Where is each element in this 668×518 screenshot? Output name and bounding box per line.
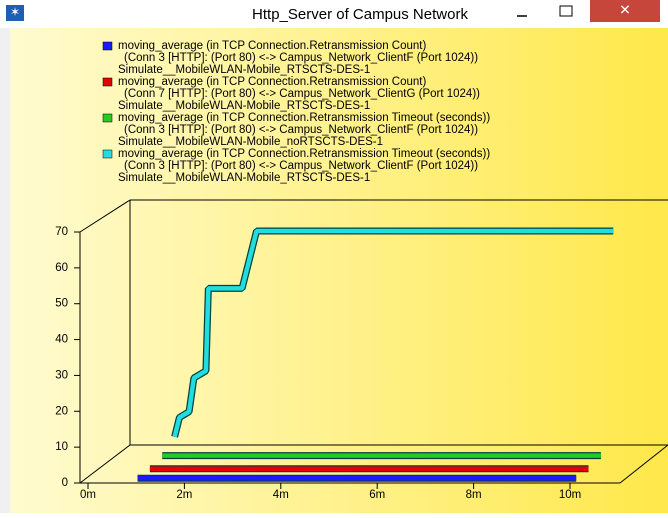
y-tick-label: 40 bbox=[55, 334, 68, 346]
y-tick-label: 20 bbox=[55, 405, 68, 417]
legend-swatch bbox=[102, 149, 113, 159]
legend-detail: (Conn 3 [HTTP]: (Port 80) <-> Campus_Net… bbox=[124, 124, 478, 136]
icon-glyph: ✶ bbox=[10, 5, 20, 19]
legend-detail: (Conn 3 [HTTP]: (Port 80) <-> Campus_Net… bbox=[124, 160, 478, 172]
legend-swatch bbox=[102, 41, 113, 51]
plot-background bbox=[10, 28, 668, 513]
legend-swatch bbox=[102, 113, 113, 123]
close-glyph: ✕ bbox=[619, 2, 631, 18]
legend-label: moving_average (in TCP Connection.Retran… bbox=[118, 148, 490, 160]
y-tick-label: 70 bbox=[55, 226, 68, 238]
right-floor bbox=[619, 444, 668, 484]
y-tick-label: 0 bbox=[62, 477, 68, 489]
axes-frame bbox=[79, 199, 668, 484]
legend-detail: (Conn 7 [HTTP]: (Port 80) <-> Campus_Net… bbox=[124, 88, 480, 100]
x-tick-label: 10m bbox=[559, 489, 581, 501]
side-bottom bbox=[79, 444, 131, 484]
x-tick-label: 4m bbox=[273, 489, 289, 501]
legend-detail: Simulate__MobileWLAN-Mobile_noRTSCTS-DES… bbox=[118, 136, 383, 148]
legend-detail: Simulate__MobileWLAN-Mobile_RTSCTS-DES-1 bbox=[118, 172, 370, 184]
x-tick-label: 2m bbox=[176, 489, 192, 501]
legend-label: moving_average (in TCP Connection.Retran… bbox=[118, 40, 426, 52]
series-line bbox=[172, 228, 614, 438]
side-top bbox=[79, 199, 131, 233]
legend-label: moving_average (in TCP Connection.Retran… bbox=[118, 112, 490, 124]
legend-label: moving_average (in TCP Connection.Retran… bbox=[118, 76, 426, 88]
x-tick-label: 8m bbox=[466, 489, 482, 501]
maximize-button[interactable] bbox=[559, 5, 573, 17]
legend-detail: (Conn 3 [HTTP]: (Port 80) <-> Campus_Net… bbox=[124, 52, 478, 64]
title-bar bbox=[0, 0, 668, 28]
y-tick-label: 10 bbox=[55, 441, 68, 453]
app-icon bbox=[6, 5, 24, 21]
window-title: Http_Server of Campus Network bbox=[252, 6, 468, 23]
legend-detail: Simulate__MobileWLAN-Mobile_RTSCTS-DES-1 bbox=[118, 64, 370, 76]
y-tick-label: 60 bbox=[55, 262, 68, 274]
x-tick-label: 6m bbox=[369, 489, 385, 501]
legend-swatch bbox=[102, 77, 113, 87]
legend-detail: Simulate__MobileWLAN-Mobile_RTSCTS-DES-1 bbox=[118, 100, 370, 112]
y-tick-label: 30 bbox=[55, 369, 68, 381]
x-tick-label: 0m bbox=[80, 489, 96, 501]
y-tick-label: 50 bbox=[55, 298, 68, 310]
close-button[interactable] bbox=[590, 0, 660, 22]
